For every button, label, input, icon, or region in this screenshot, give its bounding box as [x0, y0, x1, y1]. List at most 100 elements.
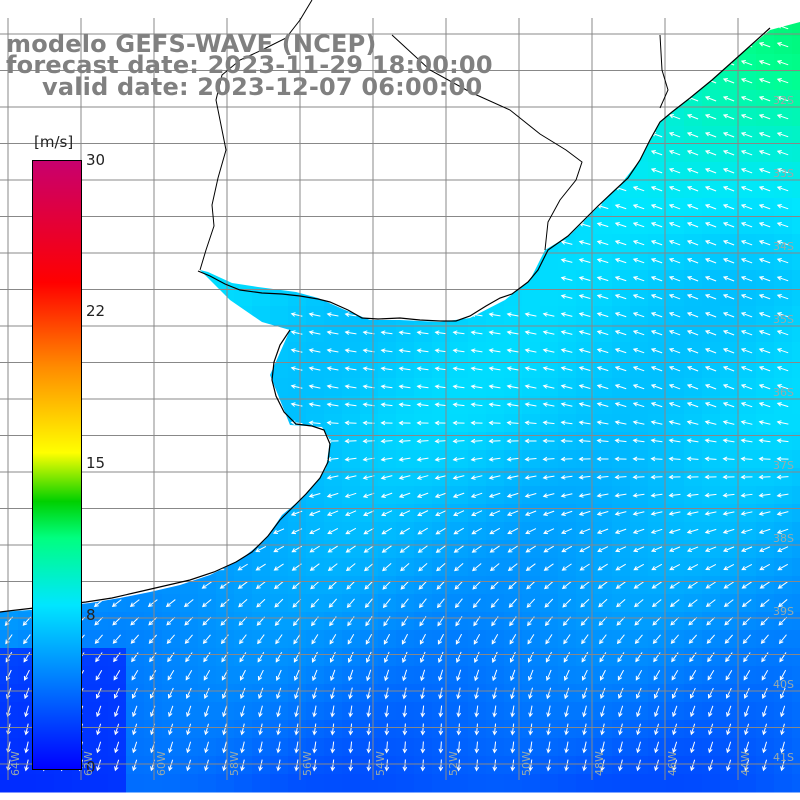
- wind-arrow: [399, 545, 410, 553]
- wind-arrow: [758, 96, 771, 102]
- wind-arrow: [740, 24, 753, 30]
- wind-arrow: [327, 528, 339, 535]
- wind-arrow: [758, 78, 771, 84]
- wind-arrow: [686, 239, 699, 246]
- wind-arrow: [708, 723, 714, 736]
- wind-arrow: [276, 705, 281, 718]
- wind-arrow: [668, 312, 681, 318]
- wind-arrow: [186, 723, 192, 736]
- wind-arrow: [490, 598, 499, 608]
- wind-speed-cell: [792, 378, 800, 397]
- wind-arrow: [382, 580, 392, 590]
- wind-arrow: [650, 204, 663, 210]
- wind-arrow: [255, 581, 266, 590]
- wind-arrow: [5, 669, 12, 681]
- wind-arrow: [596, 312, 609, 318]
- wind-arrow: [596, 366, 609, 372]
- wind-arrow: [200, 456, 213, 462]
- wind-arrow: [384, 723, 390, 736]
- wind-arrow: [454, 598, 463, 609]
- wind-arrow: [420, 705, 426, 718]
- lon-label: 48W: [593, 751, 606, 776]
- wind-arrow: [578, 438, 591, 444]
- wind-arrow: [668, 528, 681, 534]
- wind-arrow: [758, 60, 771, 66]
- wind-arrow: [488, 510, 501, 517]
- wind-arrow: [470, 420, 483, 426]
- wind-arrow: [560, 420, 573, 426]
- wind-arrow: [434, 366, 447, 372]
- wind-arrow: [599, 634, 607, 645]
- wind-arrow: [528, 759, 534, 772]
- wind-speed-cell: [468, 774, 487, 793]
- wind-arrow: [632, 222, 645, 228]
- wind-arrow: [470, 457, 483, 462]
- wind-arrow: [544, 598, 554, 608]
- wind-arrow: [399, 527, 410, 535]
- wind-arrow: [668, 168, 681, 174]
- wind-arrow: [239, 652, 247, 663]
- wind-arrow: [614, 348, 627, 354]
- wind-arrow: [776, 168, 789, 174]
- wind-arrow: [400, 580, 410, 590]
- wind-arrow: [740, 276, 753, 282]
- wind-arrow: [722, 492, 735, 498]
- wind-arrow: [416, 492, 429, 498]
- wind-speed-cell: [360, 774, 379, 793]
- wind-arrow: [93, 599, 104, 608]
- wind-arrow: [524, 330, 537, 335]
- wind-arrow: [366, 759, 372, 772]
- wind-arrow: [470, 384, 483, 389]
- wind-arrow: [417, 510, 429, 517]
- wind-arrow: [420, 759, 426, 772]
- wind-arrow: [704, 546, 717, 553]
- wind-arrow: [650, 60, 663, 66]
- wind-arrow: [348, 723, 354, 736]
- wind-arrow: [473, 633, 481, 645]
- wind-arrow: [668, 258, 681, 264]
- wind-arrow: [416, 402, 429, 408]
- wind-arrow: [650, 222, 663, 228]
- wind-arrow: [672, 705, 678, 718]
- wind-speed-cell: [180, 774, 199, 793]
- wind-arrow: [186, 759, 192, 772]
- wind-arrow: [705, 564, 717, 571]
- wind-arrow: [524, 348, 537, 353]
- wind-arrow: [204, 741, 209, 754]
- wind-arrow: [470, 475, 483, 480]
- wind-arrow: [668, 240, 681, 246]
- wind-arrow: [201, 599, 212, 608]
- wind-arrow: [326, 330, 339, 335]
- wind-arrow: [546, 723, 551, 736]
- wind-arrow: [722, 203, 735, 210]
- wind-arrow: [510, 759, 516, 772]
- wind-arrow: [418, 580, 428, 590]
- wind-arrow: [308, 475, 321, 480]
- wind-arrow: [236, 420, 249, 425]
- wind-arrow: [560, 474, 573, 480]
- wind-arrow: [616, 634, 625, 645]
- wind-arrow: [344, 384, 357, 389]
- wind-arrow: [506, 456, 519, 462]
- wind-arrow: [114, 723, 120, 736]
- wind-arrow: [744, 723, 750, 736]
- wind-arrow: [704, 257, 717, 264]
- wind-arrow: [560, 402, 573, 407]
- wind-arrow: [722, 402, 735, 408]
- wind-arrow: [166, 634, 175, 644]
- wind-arrow: [564, 687, 570, 700]
- wind-arrow: [96, 741, 102, 754]
- wind-arrow: [596, 294, 609, 300]
- wind-arrow: [524, 420, 537, 426]
- wind-arrow: [596, 186, 609, 192]
- wind-arrow: [740, 240, 753, 246]
- wind-arrow: [704, 293, 717, 300]
- wind-arrow: [578, 348, 591, 353]
- lat-label: 36S: [773, 386, 794, 399]
- wind-arrow: [596, 528, 609, 535]
- wind-arrow: [470, 366, 483, 371]
- wind-arrow: [273, 528, 285, 535]
- wind-arrow: [348, 687, 353, 700]
- wind-arrow: [24, 741, 29, 754]
- wind-arrow: [686, 59, 699, 66]
